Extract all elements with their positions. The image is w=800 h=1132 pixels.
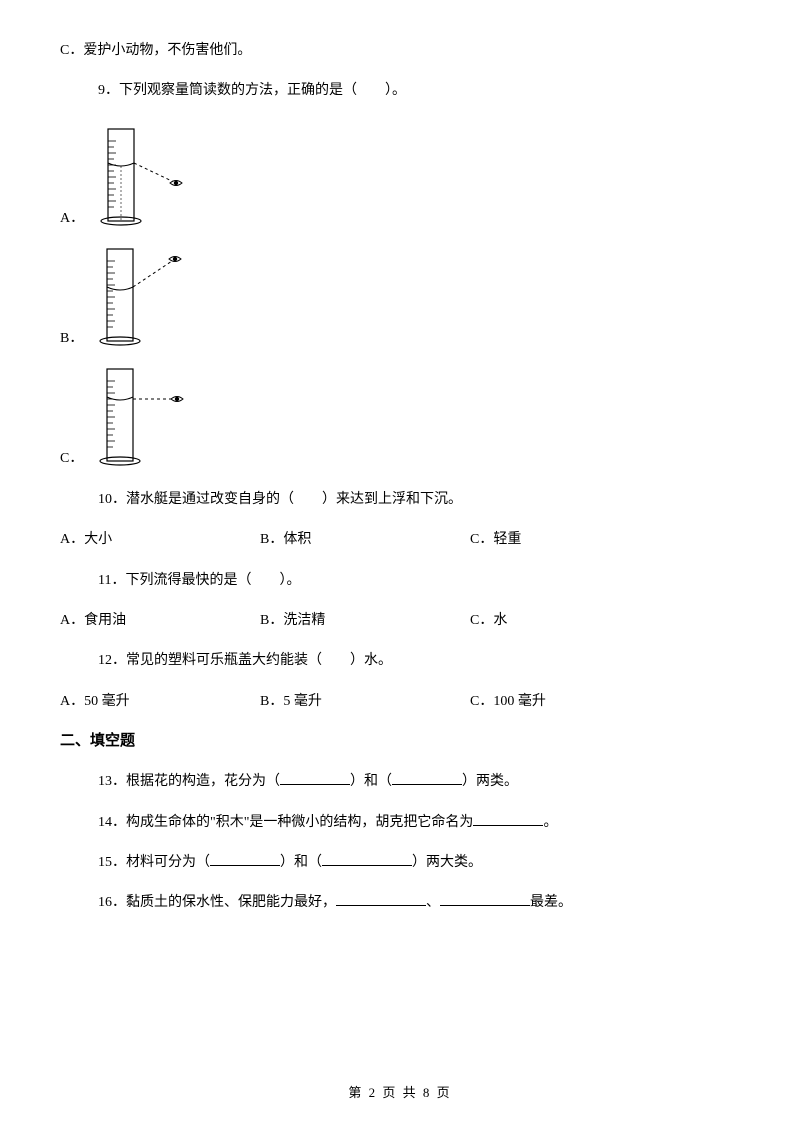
q16-text-a: 16．黏质土的保水性、保肥能力最好， bbox=[98, 895, 336, 910]
question-13: 13．根据花的构造，花分为（ ）和（ ）两类。 bbox=[98, 771, 740, 793]
section-2-title: 二、填空题 bbox=[60, 729, 740, 753]
option-a-row: A． bbox=[60, 121, 740, 231]
q16-text-c: 最差。 bbox=[530, 895, 572, 910]
q11-options: A．食用油 B．洗洁精 C．水 bbox=[60, 610, 740, 632]
q12-option-a[interactable]: A．50 毫升 bbox=[60, 691, 260, 713]
prev-option-c: C．爱护小动物，不伤害他们。 bbox=[60, 40, 740, 62]
question-11: 11．下列流得最快的是（ ）。 bbox=[98, 570, 740, 592]
q13-text-a: 13．根据花的构造，花分为（ bbox=[98, 774, 280, 789]
cylinder-diagram-c bbox=[89, 361, 189, 471]
cylinder-diagram-b bbox=[89, 241, 189, 351]
option-b-label[interactable]: B． bbox=[60, 328, 83, 350]
question-15: 15．材料可分为（ ）和（ ）两大类。 bbox=[98, 852, 740, 874]
q10-options: A．大小 B．体积 C．轻重 bbox=[60, 529, 740, 551]
question-16: 16．黏质土的保水性、保肥能力最好， 、 最差。 bbox=[98, 892, 740, 914]
q13-text-c: ）两类。 bbox=[462, 774, 518, 789]
question-10: 10．潜水艇是通过改变自身的（ ）来达到上浮和下沉。 bbox=[98, 489, 740, 511]
q13-text-b: ）和（ bbox=[350, 774, 392, 789]
page-footer: 第 2 页 共 8 页 bbox=[0, 1083, 800, 1104]
question-14: 14．构成生命体的"积木"是一种微小的结构，胡克把它命名为 。 bbox=[98, 812, 740, 834]
q10-option-b[interactable]: B．体积 bbox=[260, 529, 470, 551]
option-c-row: C． bbox=[60, 361, 740, 471]
option-a-label[interactable]: A． bbox=[60, 208, 84, 230]
q12-options: A．50 毫升 B．5 毫升 C．100 毫升 bbox=[60, 691, 740, 713]
q11-option-c[interactable]: C．水 bbox=[470, 610, 740, 632]
q11-option-a[interactable]: A．食用油 bbox=[60, 610, 260, 632]
q16-blank-2[interactable] bbox=[440, 892, 530, 906]
option-b-row: B． bbox=[60, 241, 740, 351]
q15-blank-1[interactable] bbox=[210, 852, 280, 866]
q15-text-b: ）和（ bbox=[280, 855, 322, 870]
q14-text-b: 。 bbox=[543, 815, 557, 830]
q11-option-b[interactable]: B．洗洁精 bbox=[260, 610, 470, 632]
q15-blank-2[interactable] bbox=[322, 852, 412, 866]
question-9: 9．下列观察量筒读数的方法，正确的是（ ）。 bbox=[98, 80, 740, 102]
q16-blank-1[interactable] bbox=[336, 892, 426, 906]
cylinder-diagram-a bbox=[90, 121, 190, 231]
q14-text-a: 14．构成生命体的"积木"是一种微小的结构，胡克把它命名为 bbox=[98, 815, 473, 830]
q10-option-c[interactable]: C．轻重 bbox=[470, 529, 740, 551]
option-c-label[interactable]: C． bbox=[60, 448, 83, 470]
q16-text-b: 、 bbox=[426, 895, 440, 910]
q13-blank-2[interactable] bbox=[392, 771, 462, 785]
q12-option-c[interactable]: C．100 毫升 bbox=[470, 691, 740, 713]
q10-option-a[interactable]: A．大小 bbox=[60, 529, 260, 551]
q15-text-c: ）两大类。 bbox=[412, 855, 482, 870]
question-12: 12．常见的塑料可乐瓶盖大约能装（ ）水。 bbox=[98, 650, 740, 672]
q14-blank-1[interactable] bbox=[473, 812, 543, 826]
q12-option-b[interactable]: B．5 毫升 bbox=[260, 691, 470, 713]
q15-text-a: 15．材料可分为（ bbox=[98, 855, 210, 870]
q13-blank-1[interactable] bbox=[280, 771, 350, 785]
